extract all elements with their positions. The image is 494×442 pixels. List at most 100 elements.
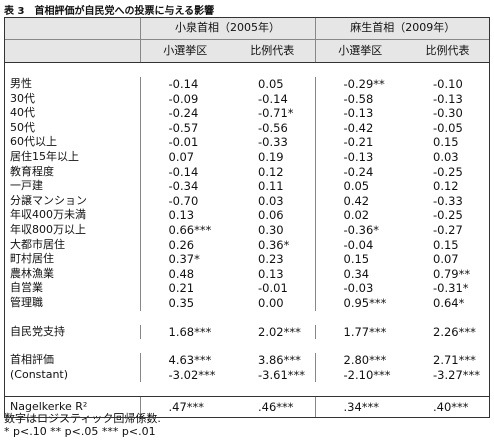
cell: -2.10*** [314, 367, 405, 383]
spacer [4, 339, 490, 353]
cell: 0.11 [258, 179, 284, 194]
cell: 0.03 [433, 149, 459, 164]
cell: -0.21 [314, 135, 405, 150]
cell: -0.24 [314, 164, 405, 180]
cell: -0.14 [139, 77, 230, 92]
cell: 0.13 [258, 266, 284, 281]
row-label: 首相評価 [10, 353, 54, 367]
cell: 2.71*** [433, 353, 476, 368]
cell: 0.64* [433, 295, 465, 310]
note: 数字はロジスティック回帰係数. [4, 412, 161, 425]
header-row: 小泉首相（2005年） 麻生首相（2009年） [4, 17, 490, 40]
cell: 0.79** [433, 266, 471, 281]
cell: 0.26 [139, 237, 230, 253]
row-label: 男性 [10, 77, 32, 90]
table-title: 表 3 首相評価が自民党への投票に与える影響 [4, 6, 215, 17]
data-row: 農林漁業 0.48 0.13 0.34 0.79** [4, 266, 490, 282]
cell: -0.14 [258, 91, 288, 106]
header-blank [4, 17, 140, 40]
cell: 2.02*** [258, 324, 301, 339]
cell: 0.15 [314, 252, 405, 267]
row-label: 自営業 [10, 281, 43, 295]
row-label: 自民党支持 [10, 324, 65, 338]
cell: 0.34 [314, 266, 405, 282]
cell: -3.61*** [258, 367, 306, 382]
data-row: 町村居住 0.37* 0.23 0.15 0.07 [4, 252, 490, 267]
cell: -3.27*** [433, 367, 481, 382]
column-header: 比例代表 [405, 39, 490, 63]
cell: -0.33 [258, 135, 288, 150]
cell: -0.31* [433, 281, 469, 296]
row-label: 教育程度 [10, 164, 54, 178]
cell: -0.09 [139, 91, 230, 107]
row-label: 50代 [10, 120, 35, 134]
cell: 0.07 [139, 149, 230, 165]
data-row: 40代 -0.24 -0.71* -0.13 -0.30 [4, 106, 490, 121]
row-label: (Constant) [10, 367, 69, 381]
cell: -0.36* [314, 222, 405, 238]
column-header: 小選挙区 [314, 39, 405, 63]
cell: -0.27 [433, 222, 463, 237]
cell: 0.12 [258, 164, 284, 179]
data-row: 一戸建 -0.34 0.11 0.05 0.12 [4, 179, 490, 194]
row-label: 年収800万以上 [10, 222, 86, 236]
cell: 0.23 [258, 252, 284, 267]
data-row: 自営業 0.21 -0.01 -0.03 -0.31* [4, 281, 490, 296]
data-row: 管理職 0.35 0.00 0.95*** 0.64* [4, 295, 490, 311]
row-label: 大都市居住 [10, 237, 65, 251]
cell: .46*** [230, 396, 315, 419]
cell: .34*** [314, 396, 405, 419]
column-header: 比例代表 [230, 39, 315, 63]
cell: -0.57 [139, 120, 230, 136]
results-table: 小泉首相（2005年） 麻生首相（2009年） 小選挙区 比例代表 小選挙区 比例代表… [4, 17, 490, 419]
cell: -0.25 [433, 208, 463, 223]
cell: 0.21 [139, 281, 230, 296]
cell: -0.13 [314, 149, 405, 165]
cell: 0.42 [314, 193, 405, 209]
row-label: 一戸建 [10, 179, 43, 193]
cell: -0.56 [258, 120, 288, 135]
cell: 0.07 [433, 252, 459, 267]
cell: -0.24 [139, 106, 230, 121]
data-row: 30代 -0.09 -0.14 -0.58 -0.13 [4, 91, 490, 107]
cell: 0.15 [433, 237, 459, 252]
cell: -0.33 [433, 193, 463, 208]
cell: 4.63*** [139, 353, 230, 368]
row-label: 年収400万未満 [10, 208, 86, 222]
row-label: Nagelkerke R² [4, 396, 140, 419]
spacer-cell [4, 382, 490, 397]
cell: 0.12 [433, 179, 459, 194]
row-label: 40代 [10, 106, 35, 120]
cell: 0.13 [139, 208, 230, 223]
header-blank [4, 39, 140, 63]
row-label: 分譲マンション [10, 193, 87, 207]
column-header: 小選挙区 [139, 39, 230, 63]
cell: -0.03 [314, 281, 405, 296]
cell: 3.86*** [258, 353, 301, 368]
cell: 2.26*** [433, 324, 476, 339]
spacer-cell [4, 63, 490, 78]
cell: -0.25 [433, 164, 463, 179]
row-label: 管理職 [10, 295, 43, 309]
cell: -3.02*** [139, 367, 230, 383]
data-row: 分譲マンション -0.70 0.03 0.42 -0.33 [4, 193, 490, 209]
cell: 0.95*** [314, 295, 405, 311]
row-label: 60代以上 [10, 135, 57, 149]
spacer-cell [4, 311, 490, 325]
cell: -0.14 [139, 164, 230, 180]
cell: -0.71* [258, 106, 294, 121]
cell: -0.70 [139, 193, 230, 209]
cell: .40*** [405, 396, 490, 419]
data-row: 50代 -0.57 -0.56 -0.42 -0.05 [4, 120, 490, 136]
data-row: 年収800万以上 0.66*** 0.30 -0.36* -0.27 [4, 222, 490, 238]
cell: -0.01 [139, 135, 230, 150]
row-label: 居住15年以上 [10, 149, 79, 163]
cell: 0.19 [258, 149, 284, 164]
spacer [4, 63, 490, 78]
cell: 0.05 [258, 77, 284, 91]
spacer [4, 311, 490, 325]
cell: 1.68*** [139, 324, 230, 340]
row-label: 町村居住 [10, 252, 54, 266]
cell: 0.37* [139, 252, 230, 267]
